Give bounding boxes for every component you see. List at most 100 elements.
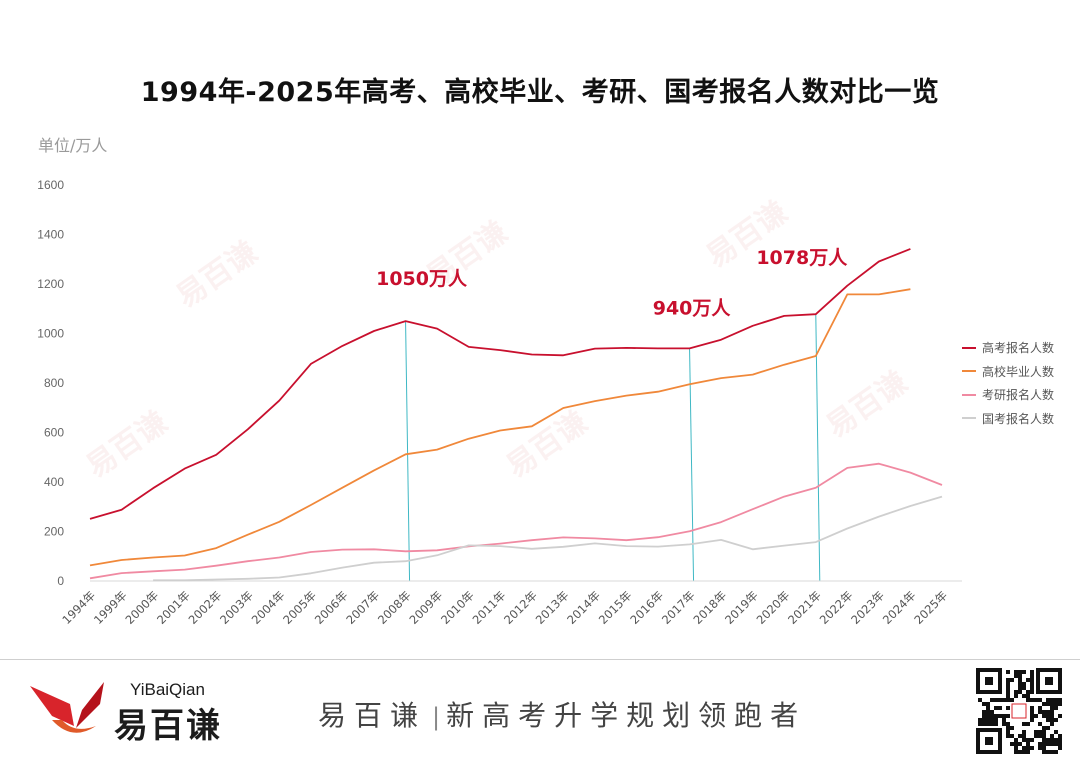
- qr-module: [982, 718, 986, 722]
- qr-module: [1018, 674, 1022, 678]
- x-tick-label: 2024年: [880, 588, 919, 627]
- qr-module: [1050, 710, 1054, 714]
- brand-logo-icon: [30, 682, 104, 733]
- qr-module: [1046, 742, 1050, 746]
- annotation-marker-line: [689, 348, 695, 582]
- qr-module: [1026, 738, 1030, 742]
- qr-module: [1030, 674, 1034, 678]
- brand-logo: YiBaiQian 易百谦: [22, 676, 242, 746]
- annotation-label: 1050万人: [376, 268, 468, 290]
- annotation-marker-line: [815, 314, 821, 582]
- qr-module: [986, 722, 990, 726]
- qr-module: [1046, 726, 1050, 730]
- qr-module: [1022, 694, 1026, 698]
- qr-module: [986, 710, 990, 714]
- slogan-brand: 易百谦: [318, 699, 427, 732]
- qr-module: [1054, 702, 1058, 706]
- qr-module: [1042, 702, 1046, 706]
- qr-module: [1030, 718, 1034, 722]
- qr-module: [994, 714, 998, 718]
- qr-module: [998, 706, 1002, 710]
- qr-module: [1018, 734, 1022, 738]
- x-tick-label: 2004年: [249, 588, 288, 627]
- brand-logo-cn: 易百谦: [114, 706, 222, 746]
- qr-module: [1022, 750, 1026, 754]
- qr-module: [1018, 690, 1022, 694]
- qr-module: [1046, 710, 1050, 714]
- qr-module: [1018, 686, 1022, 690]
- qr-module: [1042, 734, 1046, 738]
- qr-module: [978, 722, 982, 726]
- x-tick-label: 2025年: [911, 588, 950, 627]
- x-tick-label: 2021年: [785, 588, 824, 627]
- slogan-separator: |: [432, 703, 441, 731]
- qr-module: [1050, 706, 1054, 710]
- qr-module: [1038, 698, 1042, 702]
- x-tick-label: 2017年: [659, 588, 698, 627]
- x-tick-label: 2002年: [186, 588, 225, 627]
- qr-module: [1046, 714, 1050, 718]
- qr-module: [998, 698, 1002, 702]
- qr-module: [1014, 750, 1018, 754]
- legend-swatch: [962, 393, 976, 396]
- series-line-4: [153, 495, 943, 582]
- chart-title: 1994年-2025年高考、高校毕业、考研、国考报名人数对比一览: [140, 77, 940, 108]
- qr-module: [1006, 686, 1010, 690]
- y-tick-label: 1600: [37, 178, 64, 192]
- qr-module: [1014, 694, 1018, 698]
- x-tick-label: 2018年: [690, 588, 729, 627]
- x-tick-label: 2010年: [438, 588, 477, 627]
- qr-module: [1054, 742, 1058, 746]
- x-tick-label: 2016年: [627, 588, 666, 627]
- qr-module: [1030, 710, 1034, 714]
- qr-code-icon: [976, 668, 1062, 754]
- qr-module: [1026, 742, 1030, 746]
- qr-module: [1006, 690, 1010, 694]
- qr-module: [1018, 682, 1022, 686]
- qr-module: [1054, 750, 1058, 754]
- qr-module: [1022, 670, 1026, 674]
- qr-module: [1042, 738, 1046, 742]
- series-line-2: [89, 288, 911, 567]
- qr-module: [1054, 730, 1058, 734]
- qr-module: [1038, 730, 1042, 734]
- qr-module: [1026, 750, 1030, 754]
- qr-module: [1054, 698, 1058, 702]
- qr-module: [998, 714, 1002, 718]
- qr-module: [1042, 750, 1046, 754]
- y-tick-label: 200: [44, 525, 64, 539]
- qr-module: [1042, 726, 1046, 730]
- qr-module: [1006, 730, 1010, 734]
- y-tick-label: 1200: [37, 277, 64, 291]
- qr-module: [1050, 750, 1054, 754]
- series-line-3: [89, 462, 943, 580]
- qr-module: [1006, 714, 1010, 718]
- qr-module: [1022, 734, 1026, 738]
- qr-module: [1014, 674, 1018, 678]
- qr-module: [1026, 722, 1030, 726]
- qr-module: [1058, 698, 1062, 702]
- qr-module: [1050, 718, 1054, 722]
- qr-module: [1054, 738, 1058, 742]
- x-tick-label: 2012年: [501, 588, 540, 627]
- qr-module: [1030, 670, 1034, 674]
- x-tick-label: 1994年: [59, 588, 98, 627]
- qr-module: [1058, 734, 1062, 738]
- legend-item: 国考报名人数: [962, 407, 1054, 431]
- x-tick-label: 2022年: [817, 588, 856, 627]
- x-tick-label: 2011年: [470, 588, 509, 627]
- qr-module: [1014, 746, 1018, 750]
- qr-module: [1054, 718, 1058, 722]
- qr-module: [1030, 714, 1034, 718]
- qr-module: [1006, 670, 1010, 674]
- qr-module: [1010, 742, 1014, 746]
- qr-module: [982, 710, 986, 714]
- qr-module: [994, 718, 998, 722]
- qr-module: [1034, 734, 1038, 738]
- y-tick-label: 400: [44, 475, 64, 489]
- qr-module: [1050, 738, 1054, 742]
- qr-module: [1058, 714, 1062, 718]
- qr-module: [1006, 698, 1010, 702]
- brand-slogan: 易百谦 | 新高考升学规划领跑者: [318, 694, 806, 734]
- qr-module: [1042, 714, 1046, 718]
